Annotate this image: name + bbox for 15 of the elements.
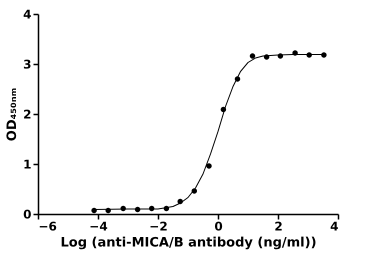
x-tick-label: 4 [330, 220, 338, 234]
x-tick-label: −2 [149, 220, 168, 234]
y-tick-label: 0 [23, 208, 32, 222]
point [206, 163, 212, 169]
y-axis-title: OD₄₅₀ₙₘ [5, 88, 20, 142]
y-tick-label: 1 [23, 158, 32, 172]
y-tick-label: 2 [23, 108, 32, 122]
point [250, 53, 256, 59]
x-axis-title: Log (anti-MICA/B antibody (ng/ml)) [60, 236, 317, 250]
x-tick-label: −6 [38, 220, 57, 234]
x-tick-label: 2 [274, 220, 283, 234]
y-tick-label: 4 [23, 8, 32, 22]
y-tick-label: 3 [23, 58, 32, 72]
x-tick-label: 0 [214, 220, 223, 234]
x-tick-label: −4 [89, 220, 108, 234]
